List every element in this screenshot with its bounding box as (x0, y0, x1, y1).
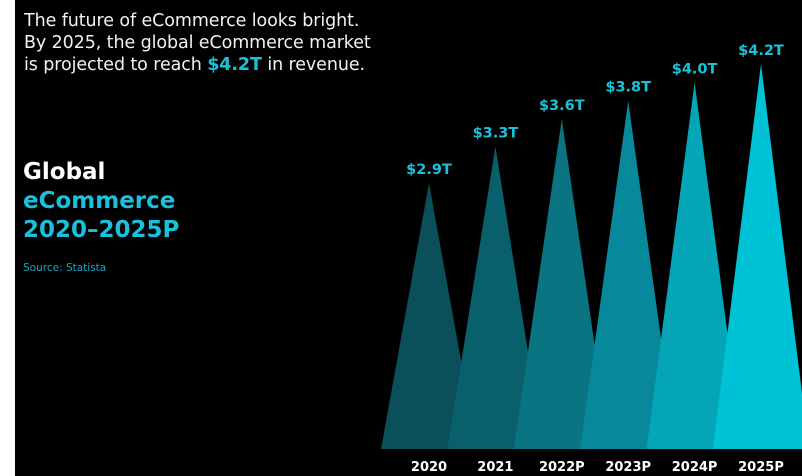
intro-line-3-prefix: is projected to reach (24, 55, 208, 75)
source-note: Source: Statista (23, 262, 107, 274)
intro-highlight-value: $4.2T (207, 55, 262, 75)
intro-line-1: The future of eCommerce looks bright. (24, 11, 360, 31)
bar-2025p (713, 64, 802, 449)
infographic: The future of eCommerce looks bright. By… (15, 0, 802, 476)
title-line-1: Global (23, 159, 106, 185)
chart-title: Global eCommerce 2020–2025P (23, 158, 179, 245)
value-label-2022p: $3.6T (539, 98, 585, 114)
x-tick-2024p: 2024P (672, 460, 718, 475)
bar-2020 (381, 183, 477, 449)
x-tick-2023p: 2023P (605, 460, 651, 475)
bar-2024p (646, 82, 743, 449)
x-tick-2022p: 2022P (539, 460, 585, 475)
x-tick-2021: 2021 (477, 460, 513, 475)
title-line-2: eCommerce (23, 188, 176, 214)
intro-line-3-suffix: in revenue. (261, 55, 365, 75)
intro-line-2: By 2025, the global eCommerce market (24, 33, 371, 53)
value-label-2025p: $4.2T (738, 43, 784, 59)
value-label-2020: $2.9T (406, 162, 452, 178)
x-tick-2020: 2020 (411, 460, 447, 475)
bar-2023p (580, 100, 677, 450)
value-label-2024p: $4.0T (672, 61, 718, 77)
x-tick-2025p: 2025P (738, 460, 784, 475)
bar-2022p (513, 119, 610, 449)
bar-2021 (447, 146, 544, 449)
triangle-bar-chart: $2.9T 2020 $3.3T 2021 $3.6T 2022P $3.8T 2023P $4… (381, 43, 802, 475)
title-line-3: 2020–2025P (23, 217, 180, 243)
intro-text: The future of eCommerce looks bright. By… (24, 10, 424, 76)
value-label-2021: $3.3T (473, 126, 519, 142)
value-label-2023p: $3.8T (605, 80, 651, 96)
